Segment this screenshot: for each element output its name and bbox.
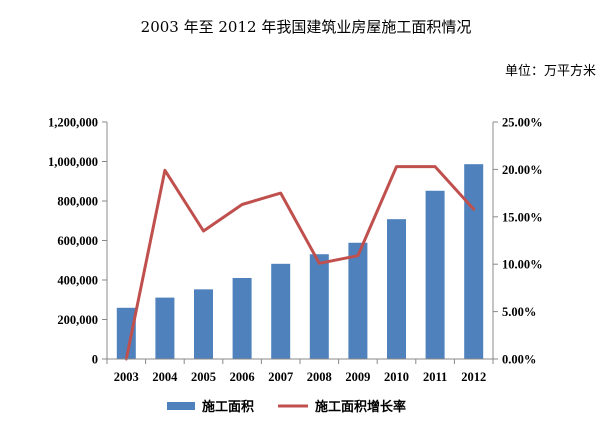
legend: 施工面积 施工面积增长率 <box>167 399 406 415</box>
y-right-tick-label: 25.00% <box>502 116 543 130</box>
bar-2006 <box>232 277 252 359</box>
bar-2008 <box>309 254 329 359</box>
y-left-tick-label: 400,000 <box>57 274 98 288</box>
x-tick-label: 2005 <box>191 370 216 384</box>
x-tick-label: 2008 <box>307 370 332 384</box>
bar-2011 <box>425 190 445 359</box>
bar-2003 <box>116 307 136 359</box>
bar-series <box>116 164 484 359</box>
x-tick-label: 2003 <box>114 370 139 384</box>
growth-rate-line <box>124 165 476 361</box>
y-left-tick-label: 1,000,000 <box>48 155 98 169</box>
bar-2010 <box>387 219 406 359</box>
y-right-tick-label: 20.00% <box>502 163 543 177</box>
x-tick-label: 2012 <box>461 370 486 384</box>
unit-label: 单位：万平方米 <box>505 63 596 79</box>
x-tick-label: 2007 <box>268 370 293 384</box>
bar-2004 <box>155 297 175 359</box>
x-tick-label: 2010 <box>384 370 409 384</box>
bar-2009 <box>348 242 368 359</box>
chart-title: 2003 年至 2012 年我国建筑业房屋施工面积情况 <box>141 18 472 36</box>
y-left-tick-label: 200,000 <box>57 313 98 327</box>
x-tick-label: 2011 <box>423 370 447 384</box>
y-left-tick-label: 1,200,000 <box>48 116 98 130</box>
y-right-tick-label: 5.00% <box>502 305 536 319</box>
y-left-tick-label: 0 <box>92 353 98 367</box>
x-tick-label: 2009 <box>345 370 370 384</box>
y-right-tick-label: 0.00% <box>502 353 536 367</box>
legend-label-line: 施工面积增长率 <box>315 399 406 415</box>
axes: 0 200,000 400,000 600,000 800,000 1,000,000 1,… <box>48 116 543 385</box>
bar-2007 <box>271 263 291 359</box>
legend-swatch-bar <box>167 402 195 410</box>
y-left-tick-label: 800,000 <box>57 195 98 209</box>
bar-2012 <box>464 164 484 359</box>
line-series <box>124 165 476 361</box>
x-tick-label: 2006 <box>230 370 255 384</box>
bar-2005 <box>194 289 213 359</box>
y-right-tick-label: 10.00% <box>502 258 543 272</box>
x-tick-label: 2004 <box>152 370 178 384</box>
legend-label-bar: 施工面积 <box>202 399 254 415</box>
y-right-tick-label: 15.00% <box>502 210 543 224</box>
y-left-tick-label: 600,000 <box>57 234 98 248</box>
